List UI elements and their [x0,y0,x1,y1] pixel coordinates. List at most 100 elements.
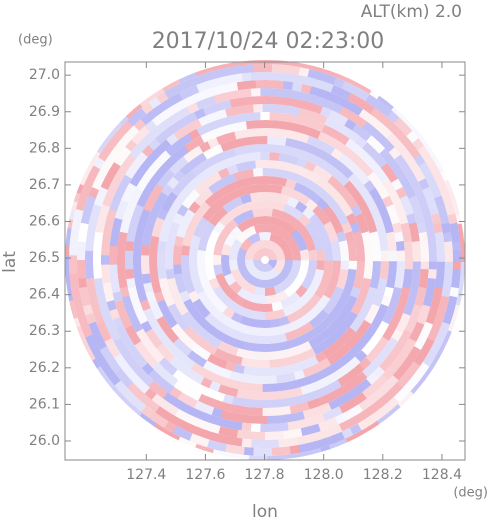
radar-cell [361,277,372,290]
radar-cell [249,423,261,432]
radar-cell [265,160,276,169]
radar-cell [320,68,333,76]
radar-cell [386,231,396,244]
radar-cell [377,204,389,218]
radar-cell [381,213,392,226]
radar-cell [271,128,283,138]
radar-cell [141,244,150,256]
radar-cell [233,145,246,156]
radar-cell [254,351,265,360]
radar-cell [132,253,142,265]
radar-cell [256,335,268,345]
radar-cell [344,277,355,290]
radar-cell [85,276,96,289]
radar-cell [249,318,261,328]
radar-cell [99,303,110,316]
radar-cell [156,298,169,312]
radar-cell [270,383,282,392]
radar-cell [416,286,427,300]
radar-cell [303,433,316,444]
radar-cell [305,373,319,385]
radar-cell [359,204,372,218]
radar-cell [400,222,411,235]
radar-cell [129,294,141,307]
radar-cell [355,269,365,281]
radar-cell [420,260,429,272]
radar-cell [254,199,266,209]
radar-cell [313,239,325,252]
radar-cell [84,248,94,260]
radar-cell [223,360,236,372]
radar-cell [341,204,354,218]
radar-cell [134,281,145,293]
radar-cell [252,184,264,193]
radar-cell [143,281,154,294]
radar-cell [246,415,259,424]
radar-cell [258,399,270,409]
x-tick-label: 127.4 [126,467,166,483]
radar-cell [235,203,248,215]
radar-cell [383,222,395,235]
radar-cell [224,233,237,247]
radar-cell [148,298,160,312]
radar-cell [70,307,78,319]
radar-cell [232,89,245,99]
radar-cell [176,302,189,316]
radar-cell [296,115,309,127]
radar-cell [267,439,279,448]
radar-cell [251,343,263,352]
radar-cell [181,244,191,256]
radar-cell [69,234,79,247]
radar-cell [296,443,310,454]
radar-cell [124,258,134,270]
radar-cell [209,127,222,139]
radar-cell [386,204,398,217]
radar-cell [428,241,437,253]
radar-cell [278,153,291,163]
radar-cell [239,398,252,408]
radar-cell [219,409,232,421]
radar-cell [127,220,139,234]
radar-cell [261,367,273,376]
radar-cell [141,234,152,247]
radar-cell [273,260,285,275]
radar-cell [261,407,273,417]
radar-cell [426,231,437,244]
radar-cell [283,247,294,261]
radar-cell [276,96,288,106]
radar-cell [282,260,293,273]
radar-cell [271,208,284,219]
radar-cell [294,435,307,446]
radar-cell [450,313,458,325]
radar-cell [439,213,450,227]
radar-cell [219,225,232,239]
radar-cell [65,271,71,283]
radar-cell [269,447,282,456]
radar-cell [387,268,397,281]
radar-cell [102,225,113,238]
radar-cell [235,276,249,290]
radar-cell [221,264,232,277]
radar-cell [290,387,303,398]
radar-cell [249,439,261,448]
radar-cell [284,284,298,298]
radar-cell [277,357,289,368]
radar-cell [427,269,437,281]
radar-cell [247,232,261,245]
radar-cell [289,189,303,201]
radar-cell [244,350,256,360]
radar-cell [277,238,291,252]
radar-cell [140,254,150,265]
y-tick-label: 26.0 [29,433,60,449]
radar-cell [223,443,236,454]
x-tick-label: 127.8 [245,467,285,483]
radar-cell [255,159,266,169]
radar-cell [451,231,461,244]
radar-cell [110,281,121,294]
radar-cell [271,184,284,194]
radar-cell [247,176,259,186]
radar-cell [244,245,257,260]
radar-cell [165,268,175,280]
radar-cell [404,260,414,271]
radar-cell [248,136,260,146]
